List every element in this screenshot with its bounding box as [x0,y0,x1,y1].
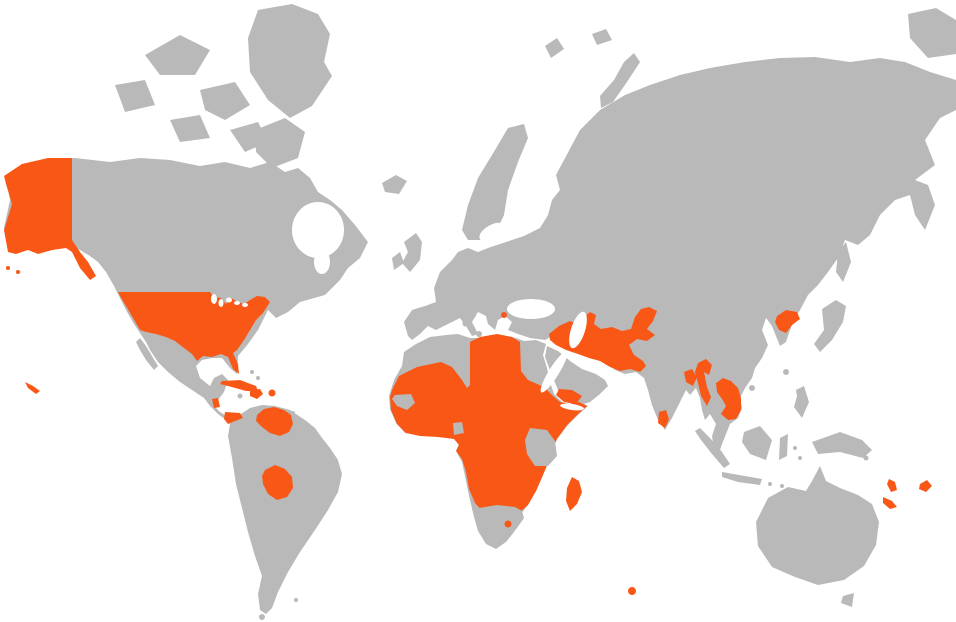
region-moluccas[interactable] [793,446,797,450]
region-bolivia[interactable] [262,465,293,500]
region-alaska[interactable] [4,158,96,280]
region-franz-josef-land[interactable] [592,29,612,45]
region-chukotka[interactable] [908,8,956,58]
region-iran-central-asia[interactable] [549,307,657,372]
gulf-of-aden [560,403,584,411]
region-arctic-island[interactable] [115,80,155,112]
region-south-america[interactable] [228,405,342,614]
james-bay [314,250,330,274]
region-aleutian-islands[interactable] [6,266,10,270]
region-arctic-island[interactable] [250,50,290,82]
persian-gulf [578,360,606,374]
region-kenya-tanzania[interactable] [525,428,557,466]
region-hainan[interactable] [749,385,755,391]
region-greenland[interactable] [248,4,332,118]
region-hawaii[interactable] [25,382,40,394]
region-sumatra[interactable] [695,428,730,468]
region-myanmar[interactable] [695,359,712,406]
region-sardinia[interactable] [462,319,468,327]
region-australia[interactable] [756,466,879,585]
highlight-layer [4,158,932,595]
region-new-guinea[interactable] [812,432,872,458]
region-tierra-del-fuego[interactable] [259,614,265,620]
region-japan[interactable] [814,300,846,352]
region-africa-highlighted-mass[interactable] [390,334,587,517]
region-vanuatu[interactable] [887,479,897,492]
region-honduras-el-salvador[interactable] [224,412,243,424]
region-togo-benin-area[interactable] [453,422,464,435]
region-arctic-island[interactable] [145,35,210,75]
great-lakes [234,301,240,305]
region-senegal-area[interactable] [392,394,415,410]
region-great-britain[interactable] [402,233,422,272]
region-hispaniola[interactable] [250,389,263,399]
region-novaya-zemlya[interactable] [600,53,640,108]
region-sulawesi[interactable] [779,434,788,460]
water-layer [292,202,555,319]
region-venezuela[interactable] [256,407,293,436]
region-taiwan[interactable] [783,369,789,375]
red-sea [540,351,568,393]
region-baffin-island[interactable] [255,118,305,168]
region-philippines[interactable] [794,386,809,418]
region-yemen[interactable] [556,389,582,404]
region-north-korea[interactable] [775,310,800,333]
region-lesser-sunda[interactable] [780,484,784,488]
region-cuba[interactable] [220,380,258,391]
great-lakes [242,303,248,307]
region-new-caledonia[interactable] [883,497,897,509]
region-sakhalin[interactable] [836,242,851,282]
region-united-states[interactable] [118,292,270,374]
region-java[interactable] [722,472,762,485]
region-lesotho[interactable] [504,520,512,528]
baltic-sea [479,222,505,242]
region-iceland[interactable] [382,175,407,194]
region-belize[interactable] [212,398,220,408]
caspian-sea [569,311,587,349]
region-fiji[interactable] [919,480,932,492]
region-sri-lanka[interactable] [658,410,669,428]
region-solomon-islands[interactable] [863,455,869,461]
region-scandinavia[interactable] [462,124,528,240]
region-jamaica[interactable] [237,393,243,399]
region-arctic-island[interactable] [170,115,210,142]
region-sicily[interactable] [476,331,482,337]
region-bahamas[interactable] [250,370,254,374]
region-bahamas[interactable] [256,376,260,380]
region-north-macedonia[interactable] [501,312,507,318]
region-eurasia[interactable] [404,57,956,456]
region-laos-vietnam-cambodia[interactable] [716,378,741,420]
great-lakes [218,299,224,307]
region-bangladesh[interactable] [684,369,697,386]
hudson-bay [292,202,344,258]
great-lakes [226,297,232,303]
region-moluccas[interactable] [798,456,802,460]
region-baja-california[interactable] [136,338,158,370]
region-borneo[interactable] [742,426,772,460]
region-lesser-sunda[interactable] [768,482,772,486]
region-ireland[interactable] [392,252,404,270]
region-svalbard[interactable] [545,38,564,58]
region-aleutian-islands[interactable] [16,270,20,274]
region-trinidad[interactable] [291,411,295,415]
region-tasmania[interactable] [841,593,854,607]
region-arctic-island[interactable] [200,82,250,120]
region-madagascar[interactable] [566,477,582,511]
region-south-africa[interactable] [475,505,524,546]
region-puerto-rico[interactable] [268,389,276,397]
region-mauritius[interactable] [628,587,636,595]
region-solomon-islands[interactable] [855,449,861,455]
great-lakes [211,294,217,304]
black-sea [507,299,555,319]
region-falkland-islands[interactable] [294,598,298,602]
